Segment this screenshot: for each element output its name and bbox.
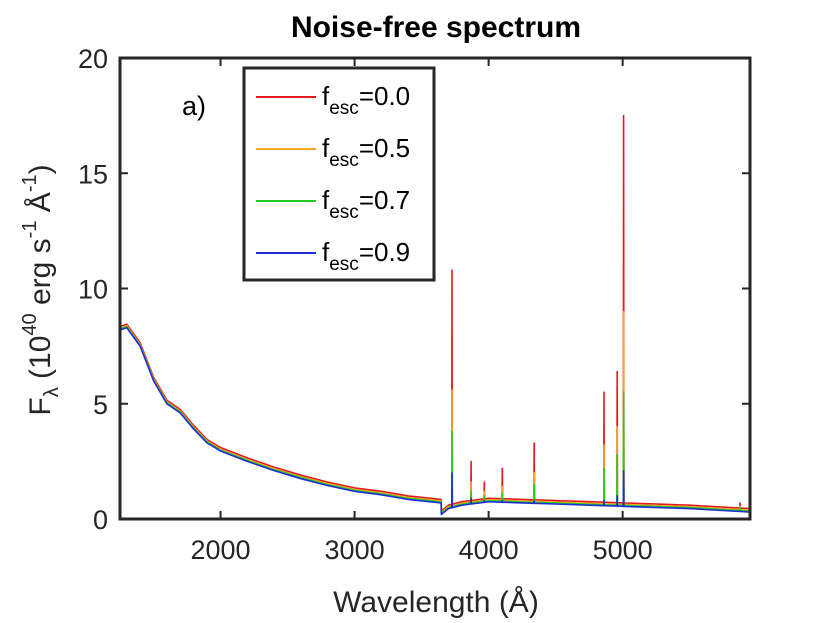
- legend-label-3: fesc=0.9: [322, 237, 410, 275]
- x-tick-label: 4000: [459, 535, 519, 565]
- y-label-exp: 40: [19, 313, 41, 335]
- y-label-open: (10: [24, 336, 57, 388]
- legend-box: [242, 66, 436, 282]
- x-axis-label: Wavelength (Å): [333, 586, 539, 619]
- y-tick-label: 15: [78, 159, 108, 189]
- series-line-1: [119, 310, 751, 514]
- y-tick-label: 5: [93, 390, 108, 420]
- y-tick-label: 20: [78, 44, 108, 74]
- y-axis: 0 5 10 15 20: [78, 44, 750, 535]
- legend-label-2: fesc=0.7: [322, 185, 410, 223]
- series-line-2: [119, 326, 751, 515]
- legend: fesc=0.0 fesc=0.5 fesc=0.7 fesc=0.9: [242, 66, 436, 282]
- series-line-0: [119, 114, 751, 512]
- y-label-mid2: Å: [24, 192, 57, 220]
- plot-area: [119, 114, 751, 516]
- y-label-sub: λ: [41, 387, 63, 397]
- panel-label: a): [182, 91, 206, 121]
- y-tick-label: 10: [78, 275, 108, 305]
- series-line-3: [119, 326, 751, 516]
- y-label-close: ): [24, 164, 57, 174]
- x-tick-label: 5000: [593, 535, 653, 565]
- y-label-prefix: F: [24, 397, 57, 415]
- legend-label-0: fesc=0.0: [322, 81, 410, 119]
- y-axis-label: Fλ (1040 erg s-1 Å-1): [19, 164, 63, 415]
- x-axis: 2000 3000 4000 5000: [190, 58, 653, 565]
- chart-title: Noise-free spectrum: [291, 11, 581, 44]
- legend-label-1: fesc=0.5: [322, 133, 410, 171]
- y-label-exp2: -1: [19, 221, 41, 239]
- y-label-mid: erg s: [24, 238, 57, 313]
- x-tick-label: 2000: [190, 535, 250, 565]
- x-tick-label: 3000: [325, 535, 385, 565]
- y-label-exp3: -1: [19, 174, 41, 192]
- y-tick-label: 0: [93, 505, 108, 535]
